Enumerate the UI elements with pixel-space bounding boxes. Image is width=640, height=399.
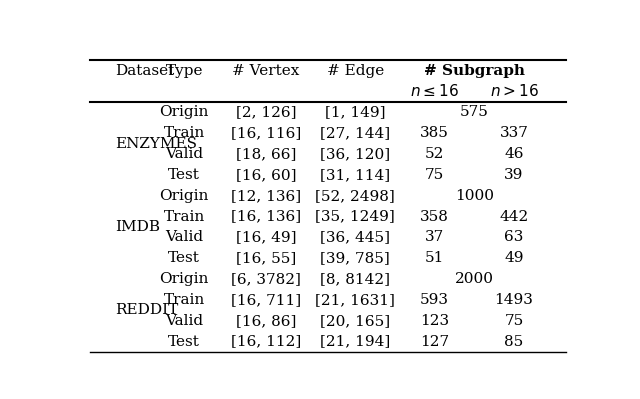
Text: 575: 575: [460, 105, 489, 119]
Text: Origin: Origin: [159, 105, 209, 119]
Text: Dataset: Dataset: [115, 63, 174, 77]
Text: IMDB: IMDB: [115, 220, 160, 234]
Text: 123: 123: [420, 314, 449, 328]
Text: 52: 52: [425, 147, 444, 161]
Text: [35, 1249]: [35, 1249]: [316, 209, 395, 223]
Text: [39, 785]: [39, 785]: [321, 251, 390, 265]
Text: [52, 2498]: [52, 2498]: [316, 189, 395, 203]
Text: 127: 127: [420, 335, 449, 349]
Text: 442: 442: [499, 209, 529, 223]
Text: Train: Train: [164, 126, 205, 140]
Text: 1493: 1493: [495, 293, 533, 307]
Text: 385: 385: [420, 126, 449, 140]
Text: [20, 165]: [20, 165]: [320, 314, 390, 328]
Text: Train: Train: [164, 209, 205, 223]
Text: [16, 49]: [16, 49]: [236, 230, 296, 244]
Text: # Edge: # Edge: [326, 63, 384, 77]
Text: [27, 144]: [27, 144]: [320, 126, 390, 140]
Text: 593: 593: [420, 293, 449, 307]
Text: Valid: Valid: [165, 230, 204, 244]
Text: Valid: Valid: [165, 147, 204, 161]
Text: 1000: 1000: [455, 189, 494, 203]
Text: [36, 120]: [36, 120]: [320, 147, 390, 161]
Text: Valid: Valid: [165, 314, 204, 328]
Text: 63: 63: [504, 230, 524, 244]
Text: 2000: 2000: [455, 272, 494, 286]
Text: 51: 51: [425, 251, 444, 265]
Text: # Subgraph: # Subgraph: [424, 63, 525, 77]
Text: [16, 55]: [16, 55]: [236, 251, 296, 265]
Text: Type: Type: [165, 63, 203, 77]
Text: # Vertex: # Vertex: [232, 63, 300, 77]
Text: [21, 194]: [21, 194]: [320, 335, 390, 349]
Text: [31, 114]: [31, 114]: [320, 168, 390, 182]
Text: 37: 37: [425, 230, 444, 244]
Text: 49: 49: [504, 251, 524, 265]
Text: Test: Test: [168, 251, 200, 265]
Text: $n \leq 16$: $n \leq 16$: [410, 83, 459, 99]
Text: ENZYMES: ENZYMES: [115, 136, 196, 150]
Text: Origin: Origin: [159, 272, 209, 286]
Text: 39: 39: [504, 168, 524, 182]
Text: Test: Test: [168, 335, 200, 349]
Text: [1, 149]: [1, 149]: [325, 105, 385, 119]
Text: 358: 358: [420, 209, 449, 223]
Text: $n > 16$: $n > 16$: [490, 83, 538, 99]
Text: Train: Train: [164, 293, 205, 307]
Text: Origin: Origin: [159, 189, 209, 203]
Text: [16, 86]: [16, 86]: [236, 314, 296, 328]
Text: [6, 3782]: [6, 3782]: [231, 272, 301, 286]
Text: [16, 711]: [16, 711]: [231, 293, 301, 307]
Text: [16, 116]: [16, 116]: [231, 126, 301, 140]
Text: 337: 337: [500, 126, 529, 140]
Text: [16, 112]: [16, 112]: [231, 335, 301, 349]
Text: [16, 60]: [16, 60]: [236, 168, 296, 182]
Text: [36, 445]: [36, 445]: [320, 230, 390, 244]
Text: Test: Test: [168, 168, 200, 182]
Text: REDDIT: REDDIT: [115, 303, 178, 317]
Text: [8, 8142]: [8, 8142]: [320, 272, 390, 286]
Text: [16, 136]: [16, 136]: [231, 209, 301, 223]
Text: 85: 85: [504, 335, 524, 349]
Text: 46: 46: [504, 147, 524, 161]
Text: 75: 75: [504, 314, 524, 328]
Text: [18, 66]: [18, 66]: [236, 147, 296, 161]
Text: [2, 126]: [2, 126]: [236, 105, 296, 119]
Text: 75: 75: [425, 168, 444, 182]
Text: [21, 1631]: [21, 1631]: [316, 293, 396, 307]
Text: [12, 136]: [12, 136]: [231, 189, 301, 203]
